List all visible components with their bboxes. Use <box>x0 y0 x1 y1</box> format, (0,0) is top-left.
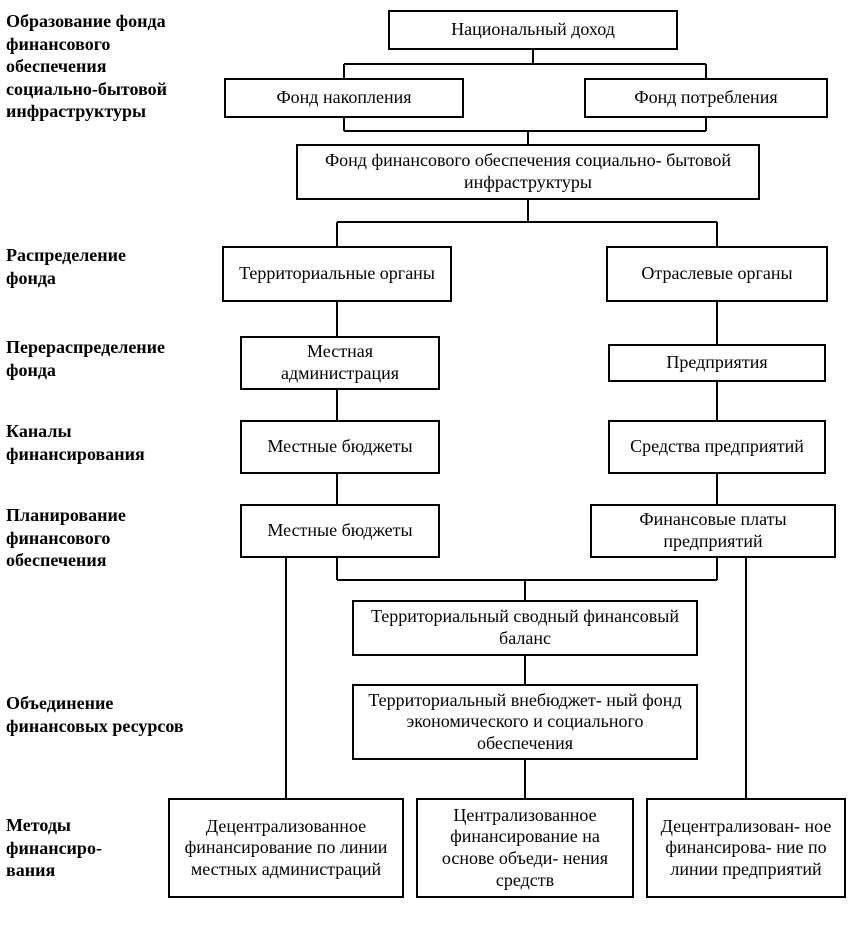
n-decentral-ent: Децентрализован- ное финансирова- ние по… <box>646 798 846 898</box>
n-territorial-org: Территориальные органы <box>222 246 452 302</box>
n-local-admin: Местная администрация <box>240 336 440 390</box>
n-local-budgets-1: Местные бюджеты <box>240 420 440 474</box>
n-accum-fund: Фонд накопления <box>224 78 464 118</box>
lbl-channels: Каналы финансирования <box>6 420 216 465</box>
flowchart-diagram: Образование фонда финансового обеспечени… <box>0 0 852 932</box>
lbl-distribution: Распределение фонда <box>6 244 216 289</box>
lbl-merging: Объединение финансовых ресурсов <box>6 692 236 737</box>
lbl-redistribution: Перераспределение фонда <box>6 336 216 381</box>
n-enterprises: Предприятия <box>608 344 826 382</box>
n-branch-org: Отраслевые органы <box>606 246 828 302</box>
n-extrabudget-fund: Территориальный внебюджет- ный фонд экон… <box>352 684 698 760</box>
lbl-formation: Образование фонда финансового обеспечени… <box>6 10 216 123</box>
lbl-planning: Планирование финансового обеспечения <box>6 504 216 572</box>
n-enterprise-funds: Средства предприятий <box>608 420 826 474</box>
n-national-income: Национальный доход <box>388 10 678 50</box>
n-consum-fund: Фонд потребления <box>584 78 828 118</box>
n-enterprise-pay: Финансовые платы предприятий <box>590 504 836 558</box>
n-territorial-balance: Территориальный сводный финансовый балан… <box>352 600 698 656</box>
n-fin-support-fund: Фонд финансового обеспечения социально- … <box>296 144 760 200</box>
n-decentral-local: Децентрализованное финансирование по лин… <box>168 798 404 898</box>
n-central-merge: Централизованное финансирование на основ… <box>416 798 634 898</box>
n-local-budgets-2: Местные бюджеты <box>240 504 440 558</box>
